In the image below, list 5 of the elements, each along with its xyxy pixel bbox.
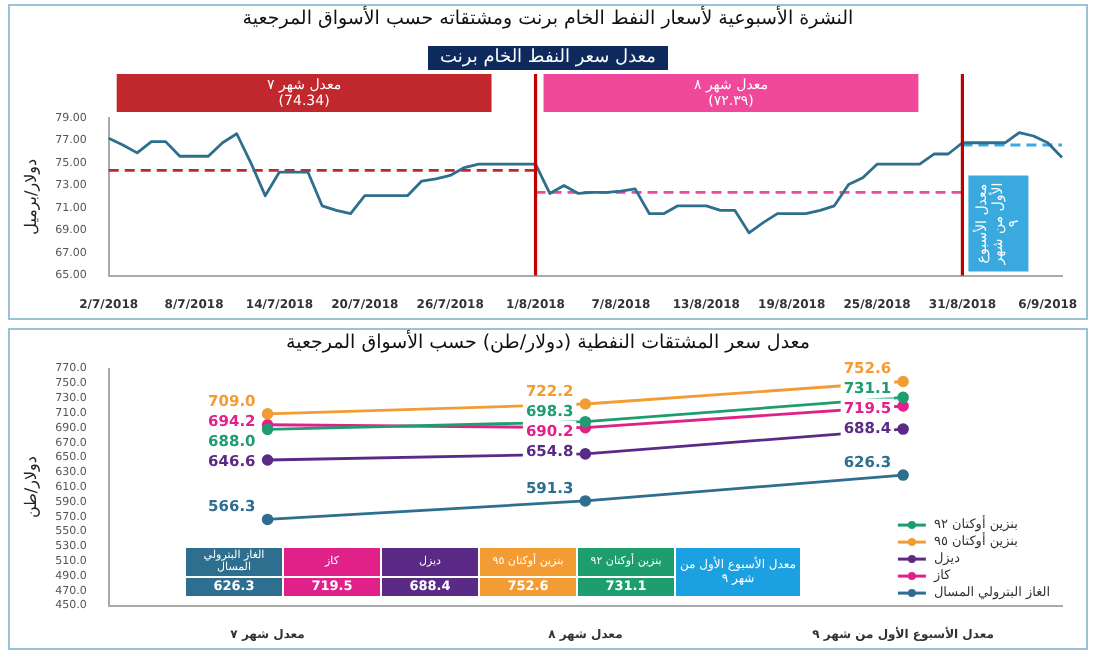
- y-axis-title: دولار/برميل: [21, 157, 40, 235]
- chart-title: النشرة الأسبوعية لأسعار النفط الخام برنت ومشتقاته حسب الأسواق المرجعية: [240, 6, 856, 32]
- chart-subtitle: معدل سعر النفط الخام برنت: [428, 46, 668, 70]
- y-axis-title: دولار/طن: [21, 455, 40, 519]
- chart-title: معدل سعر المشتقات النفطية (دولار/طن) حسب الأسواق المرجعية: [284, 330, 812, 356]
